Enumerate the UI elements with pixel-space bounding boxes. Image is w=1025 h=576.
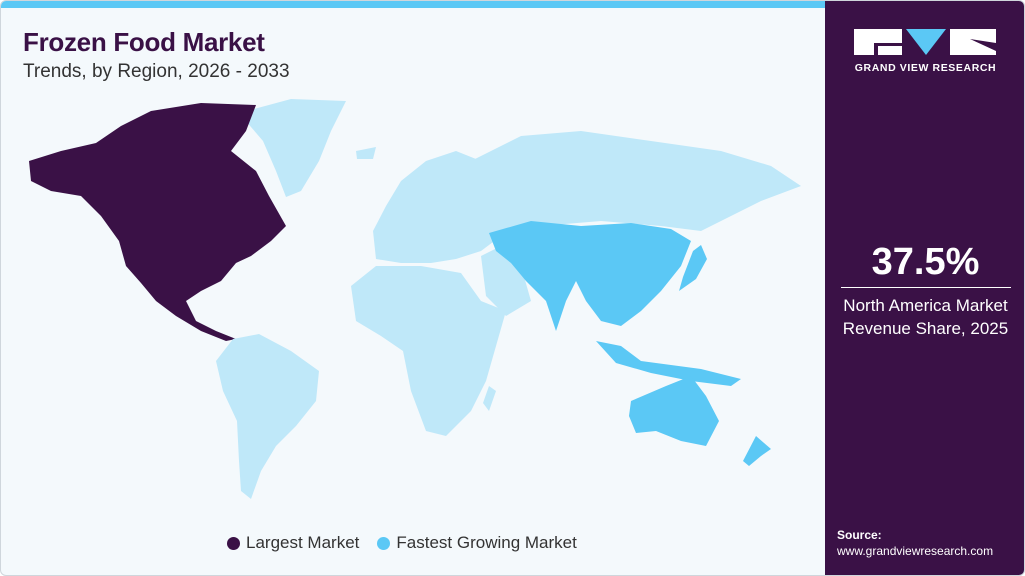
legend-dot-icon <box>377 536 391 550</box>
accent-bar <box>1 1 825 8</box>
region-new-zealand <box>743 436 771 466</box>
page-title: Frozen Food Market <box>23 27 265 57</box>
brand-name: GRAND VIEW RESEARCH <box>854 62 997 74</box>
region-africa <box>351 266 506 436</box>
region-madagascar <box>483 386 496 411</box>
stat-label-line2: Revenue Share, 2025 <box>842 319 1009 338</box>
region-se-asia-islands <box>596 341 741 386</box>
legend-dot-icon <box>227 536 240 550</box>
map-legend: Largest Market Fastest Growing Market <box>227 533 595 553</box>
region-australia <box>629 376 719 446</box>
region-europe <box>373 151 501 263</box>
legend-label: Largest Market <box>246 533 360 552</box>
stat-label-line1: North America Market <box>843 296 1008 315</box>
legend-item-largest: Largest Market <box>227 533 359 553</box>
stat-label: North America Market Revenue Share, 2025 <box>825 294 1024 340</box>
region-asia-pacific <box>489 221 691 331</box>
region-iceland <box>356 147 376 159</box>
region-south-america <box>216 334 319 499</box>
region-japan <box>679 245 707 291</box>
page-subtitle: Trends, by Region, 2026 - 2033 <box>23 61 290 82</box>
stat-value: 37.5% <box>871 241 980 283</box>
legend-item-fastest: Fastest Growing Market <box>377 533 577 553</box>
region-russia <box>471 131 801 231</box>
source-label: Source: <box>837 528 882 542</box>
region-north-america <box>29 103 286 341</box>
source-url[interactable]: www.grandviewresearch.com <box>837 544 994 558</box>
legend-label: Fastest Growing Market <box>396 533 577 552</box>
stat-divider <box>841 287 1011 288</box>
brand-logo-icon <box>854 29 996 55</box>
region-greenland <box>239 99 346 197</box>
world-map <box>29 99 801 499</box>
side-panel <box>825 1 1024 575</box>
